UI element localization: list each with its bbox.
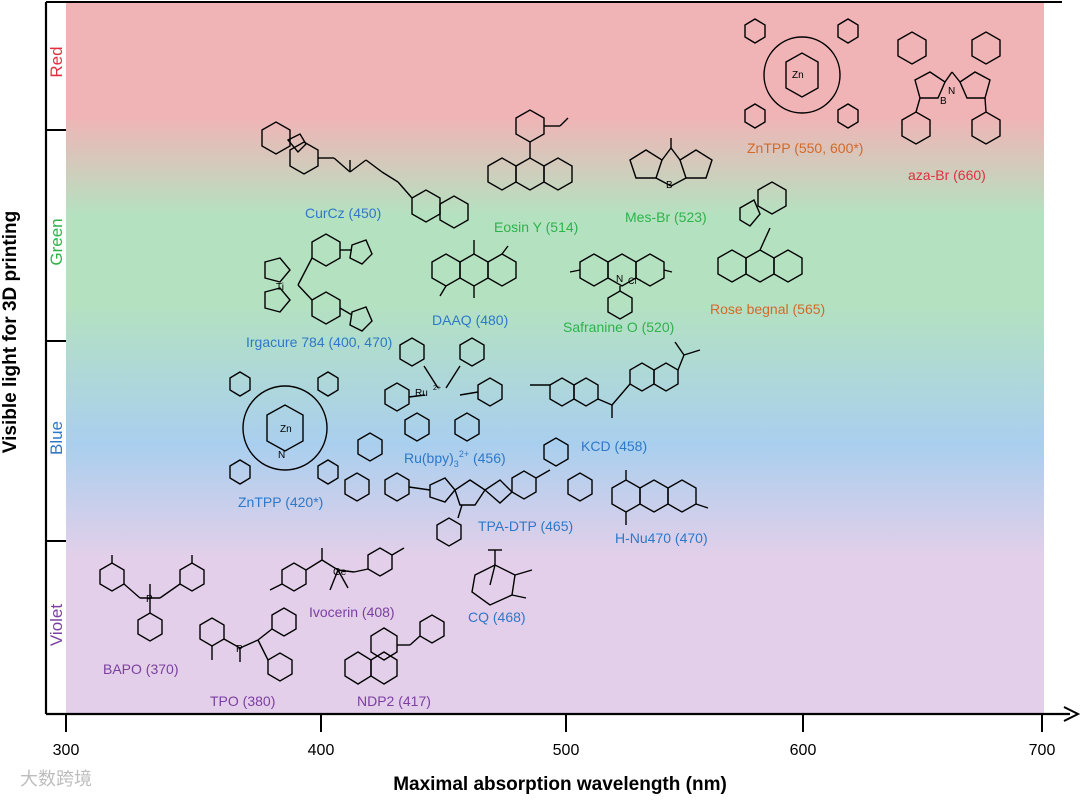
watermark: 大数跨境 xyxy=(20,769,92,789)
label-tpa-dtp: TPA-DTP (465) xyxy=(478,518,573,534)
label-hnu470: H-Nu470 (470) xyxy=(615,530,708,546)
x-tick-label: 500 xyxy=(553,742,580,759)
x-axis-title: Maximal absorption wavelength (nm) xyxy=(393,774,727,795)
compound-labels: BAPO (370) TPO (380) Ivocerin (408) NDP2… xyxy=(103,140,986,709)
label-tpo: TPO (380) xyxy=(210,693,275,709)
svg-text:2+: 2+ xyxy=(433,385,441,392)
svg-text:B: B xyxy=(666,180,673,191)
x-tick-label: 600 xyxy=(790,742,817,759)
x-tick-label: 300 xyxy=(53,742,80,759)
label-curcz: CurCz (450) xyxy=(305,205,381,221)
svg-text:Zn: Zn xyxy=(792,70,804,81)
safranine-structure xyxy=(569,253,673,320)
label-bapo: BAPO (370) xyxy=(103,661,178,677)
band-label-red: Red xyxy=(47,46,66,77)
zntpp-red-structure xyxy=(744,18,859,129)
svg-text:N: N xyxy=(948,86,955,97)
x-tick-labels: 300 400 500 600 700 xyxy=(53,742,1056,759)
hnu470-structure xyxy=(611,470,709,525)
label-rose: Rose begnal (565) xyxy=(710,301,825,317)
svg-text:Ti: Ti xyxy=(276,282,284,293)
label-mesbr: Mes-Br (523) xyxy=(625,209,707,225)
band-label-violet: Violet xyxy=(47,604,66,646)
azabr-structure xyxy=(897,31,1001,145)
label-daaq: DAAQ (480) xyxy=(432,312,508,328)
label-safranine: Safranine O (520) xyxy=(563,319,674,335)
band-label-green: Green xyxy=(47,218,66,265)
tpa-dtp-structure xyxy=(344,432,593,547)
svg-text:Ru: Ru xyxy=(415,388,428,399)
bapo-structure xyxy=(99,555,205,642)
x-ticks xyxy=(65,714,1043,732)
tpo-structure xyxy=(199,607,297,682)
kcd-structure xyxy=(530,341,701,418)
svg-text:P: P xyxy=(146,594,153,605)
ivocerin-structure xyxy=(269,547,405,592)
label-rubpy: Ru(bpy)32+ (456) xyxy=(404,449,506,469)
daaq-structure xyxy=(431,240,517,298)
rose-structure xyxy=(717,181,803,283)
label-zntpp-red: ZnTPP (550, 600*) xyxy=(747,140,863,156)
svg-text:P: P xyxy=(236,644,243,655)
label-zntpp-blue: ZnTPP (420*) xyxy=(238,494,323,510)
curcz-structure xyxy=(261,121,469,229)
label-irgacure: Irgacure 784 (400, 470) xyxy=(246,334,392,350)
eosin-structure xyxy=(487,109,573,191)
y-axis-title: Visible light for 3D printing xyxy=(0,211,21,453)
molecule-structures xyxy=(99,18,1001,685)
svg-text:N: N xyxy=(616,274,623,285)
spectrum-background xyxy=(66,3,1044,714)
irgacure-structure xyxy=(264,233,373,332)
cq-structure xyxy=(471,549,533,606)
label-ivocerin: Ivocerin (408) xyxy=(309,604,395,620)
y-ticks xyxy=(46,129,66,542)
label-cq: CQ (468) xyxy=(468,609,526,625)
x-axis-arrow xyxy=(1063,706,1080,722)
svg-text:B: B xyxy=(940,96,947,107)
svg-text:N: N xyxy=(278,450,285,461)
zntpp-blue-structure xyxy=(229,371,339,485)
x-tick-label: 700 xyxy=(1029,742,1056,759)
ndp2-structure xyxy=(344,614,445,685)
label-kcd: KCD (458) xyxy=(581,438,647,454)
label-ndp2: NDP2 (417) xyxy=(357,693,431,709)
svg-text:Cl⁻: Cl⁻ xyxy=(628,276,641,286)
band-label-blue: Blue xyxy=(47,421,66,455)
label-eosin: Eosin Y (514) xyxy=(494,219,578,235)
x-tick-label: 400 xyxy=(308,742,335,759)
svg-text:Zn: Zn xyxy=(280,424,292,435)
svg-text:Ge: Ge xyxy=(333,567,347,578)
rubpy-structure xyxy=(384,337,503,442)
mesbr-structure xyxy=(629,138,713,187)
label-azabr: aza-Br (660) xyxy=(908,167,986,183)
